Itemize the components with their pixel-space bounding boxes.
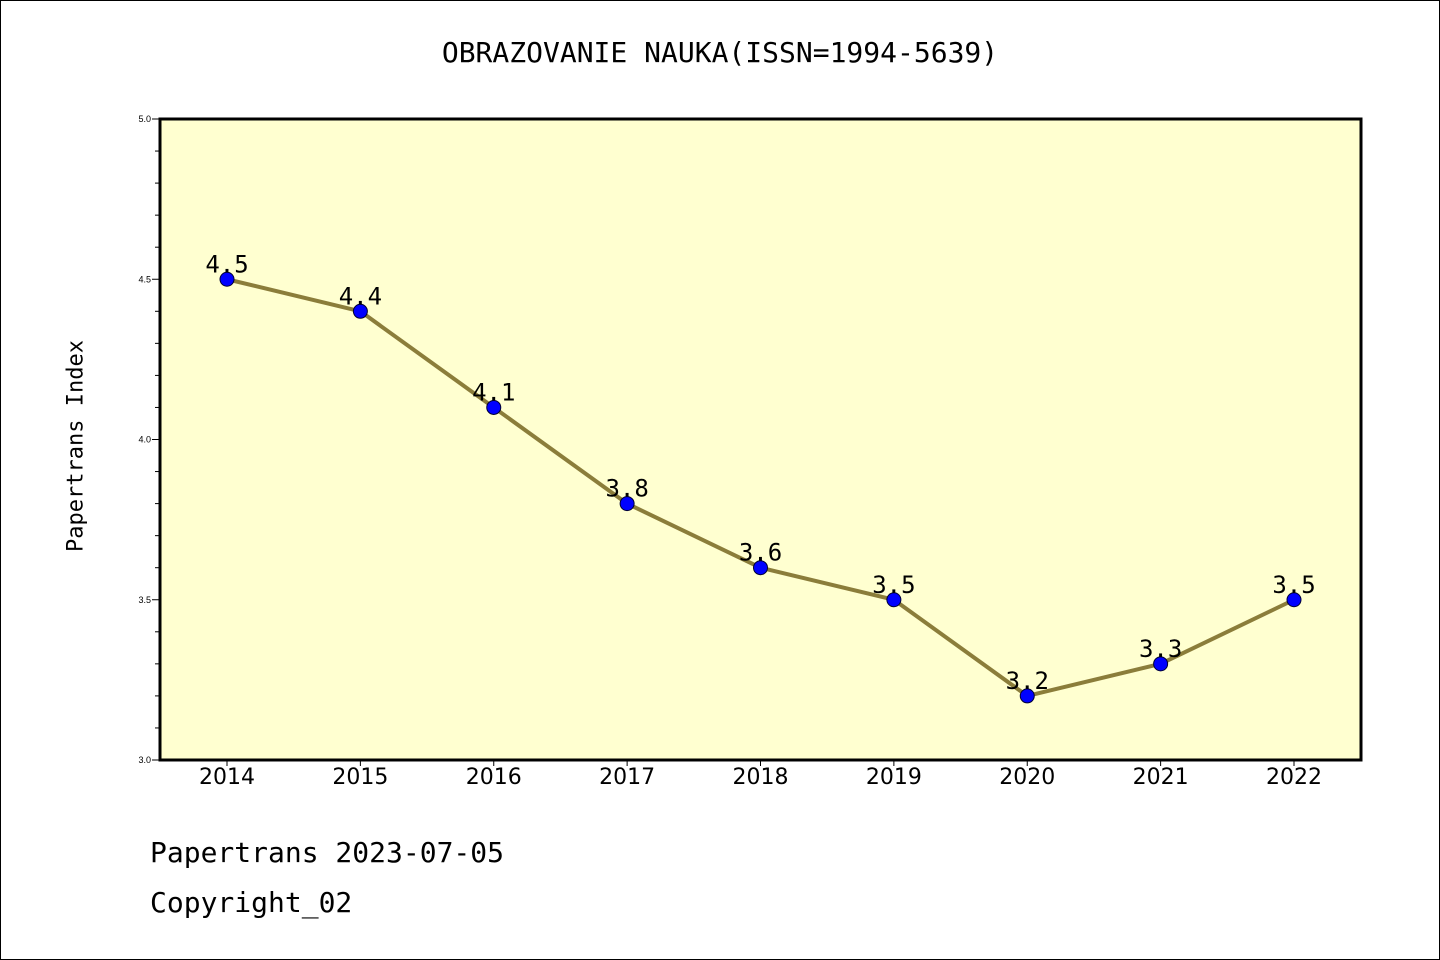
data-label: 4.4 bbox=[339, 282, 382, 310]
footer-copyright: Copyright_02 bbox=[150, 886, 353, 919]
x-tick-label: 2020 bbox=[999, 765, 1055, 790]
x-tick-label: 2019 bbox=[866, 765, 922, 790]
x-tick-label: 2021 bbox=[1133, 765, 1189, 790]
y-tick-label: 4.5 bbox=[138, 274, 151, 284]
x-tick-label: 2017 bbox=[599, 765, 655, 790]
y-tick-label: 5.0 bbox=[138, 114, 151, 124]
x-tick-label: 2018 bbox=[733, 765, 789, 790]
chart-title: OBRAZOVANIE NAUKA(ISSN=1994-5639) bbox=[441, 36, 999, 69]
plot-border bbox=[158, 117, 1363, 762]
data-point bbox=[1153, 656, 1169, 672]
data-point bbox=[219, 271, 235, 287]
data-label: 3.2 bbox=[1006, 667, 1049, 695]
data-point bbox=[886, 592, 902, 608]
data-point bbox=[486, 399, 502, 415]
data-point bbox=[619, 496, 635, 512]
data-point bbox=[1019, 688, 1035, 704]
data-point bbox=[352, 303, 368, 319]
data-point bbox=[1286, 592, 1302, 608]
x-tick-label: 2022 bbox=[1266, 765, 1322, 790]
x-tick-label: 2015 bbox=[332, 765, 388, 790]
data-label: 3.8 bbox=[605, 475, 648, 503]
data-label: 3.5 bbox=[1272, 571, 1315, 599]
footer-date: Papertrans 2023-07-05 bbox=[150, 836, 505, 869]
y-tick-label: 3.5 bbox=[138, 595, 151, 605]
y-tick-label: 3.0 bbox=[138, 755, 151, 765]
x-tick-label: 2014 bbox=[199, 765, 255, 790]
data-label: 4.1 bbox=[472, 378, 515, 406]
plot-area bbox=[160, 119, 1361, 760]
y-tick-label: 4.0 bbox=[138, 435, 151, 445]
data-label: 3.5 bbox=[872, 571, 915, 599]
data-label: 4.5 bbox=[205, 250, 248, 278]
data-label: 3.3 bbox=[1139, 635, 1182, 663]
x-tick-label: 2016 bbox=[466, 765, 522, 790]
data-label: 3.6 bbox=[739, 539, 782, 567]
data-point bbox=[753, 560, 768, 576]
